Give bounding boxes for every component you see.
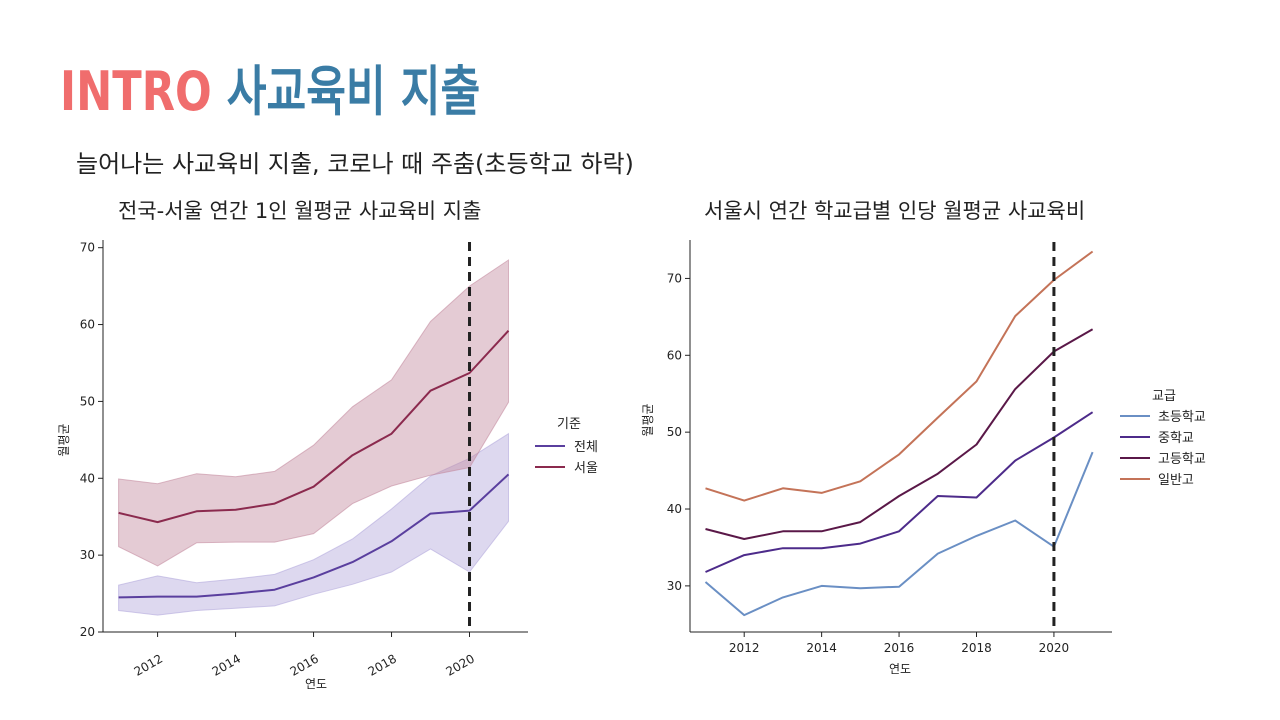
x-tick-label: 2014: [210, 651, 243, 678]
y-tick-label: 20: [80, 625, 95, 639]
x-axis-label: 연도: [889, 662, 911, 676]
legend-label-series-2: 고등학교: [1158, 452, 1206, 467]
x-tick-label: 2020: [444, 651, 477, 678]
x-tick-label: 2014: [806, 641, 837, 655]
y-tick-label: 30: [667, 579, 682, 593]
y-tick-label: 50: [667, 425, 682, 439]
series-line-1: [118, 330, 510, 524]
y-tick-label: 60: [80, 318, 95, 332]
y-axis-label: 월평균: [57, 423, 71, 456]
legend-label-series-0: 전체: [574, 440, 598, 455]
y-tick-label: 40: [667, 502, 682, 516]
series-line-1: [705, 411, 1094, 573]
x-tick-label: 2018: [366, 651, 399, 678]
x-tick-label: 2020: [1039, 641, 1070, 655]
x-tick-label: 2016: [884, 641, 915, 655]
chart-national-vs-seoul: 전국-서울 연간 1인 월평균 사교육비 지출 연도 월평균 기준 전체 서울 …: [57, 199, 598, 691]
y-axis-label: 월평균: [641, 403, 655, 436]
legend-title: 기준: [557, 417, 581, 432]
y-tick-label: 70: [80, 241, 95, 255]
legend-title: 교급: [1152, 389, 1176, 404]
page-title: INTRO 사교육비 지출: [60, 52, 480, 132]
chart-title: 서울시 연간 학교급별 인당 월평균 사교육비: [704, 199, 1085, 223]
x-tick-label: 2016: [288, 651, 321, 678]
chart-seoul-by-school-level: 서울시 연간 학교급별 인당 월평균 사교육비 연도 월평균 교급 초등학교 중…: [641, 199, 1206, 676]
legend-label-series-3: 일반고: [1158, 473, 1194, 488]
chart-title: 전국-서울 연간 1인 월평균 사교육비 지출: [118, 199, 481, 223]
x-tick-label: 2012: [729, 641, 760, 655]
series-line-3: [705, 250, 1094, 502]
legend-label-series-1: 중학교: [1158, 431, 1194, 446]
y-tick-label: 30: [80, 548, 95, 562]
legend-label-series-0: 초등학교: [1158, 410, 1206, 425]
legend-label-series-1: 서울: [574, 461, 598, 476]
x-tick-label: 2012: [132, 651, 165, 678]
series-line-0: [118, 473, 510, 599]
x-axis-label: 연도: [305, 677, 327, 691]
x-tick-label: 2018: [961, 641, 992, 655]
y-tick-label: 70: [667, 271, 682, 285]
y-tick-label: 50: [80, 394, 95, 408]
title-main: 사교육비 지출: [226, 60, 481, 123]
page-subtitle: 늘어나는 사교육비 지출, 코로나 때 주춤(초등학교 하락): [76, 150, 634, 178]
y-tick-label: 40: [80, 471, 95, 485]
series-line-2: [705, 328, 1094, 540]
confidence-band-series-1: [118, 259, 509, 567]
y-tick-label: 60: [667, 348, 682, 362]
title-prefix: INTRO: [60, 60, 212, 123]
series-line-0: [704, 451, 1094, 617]
